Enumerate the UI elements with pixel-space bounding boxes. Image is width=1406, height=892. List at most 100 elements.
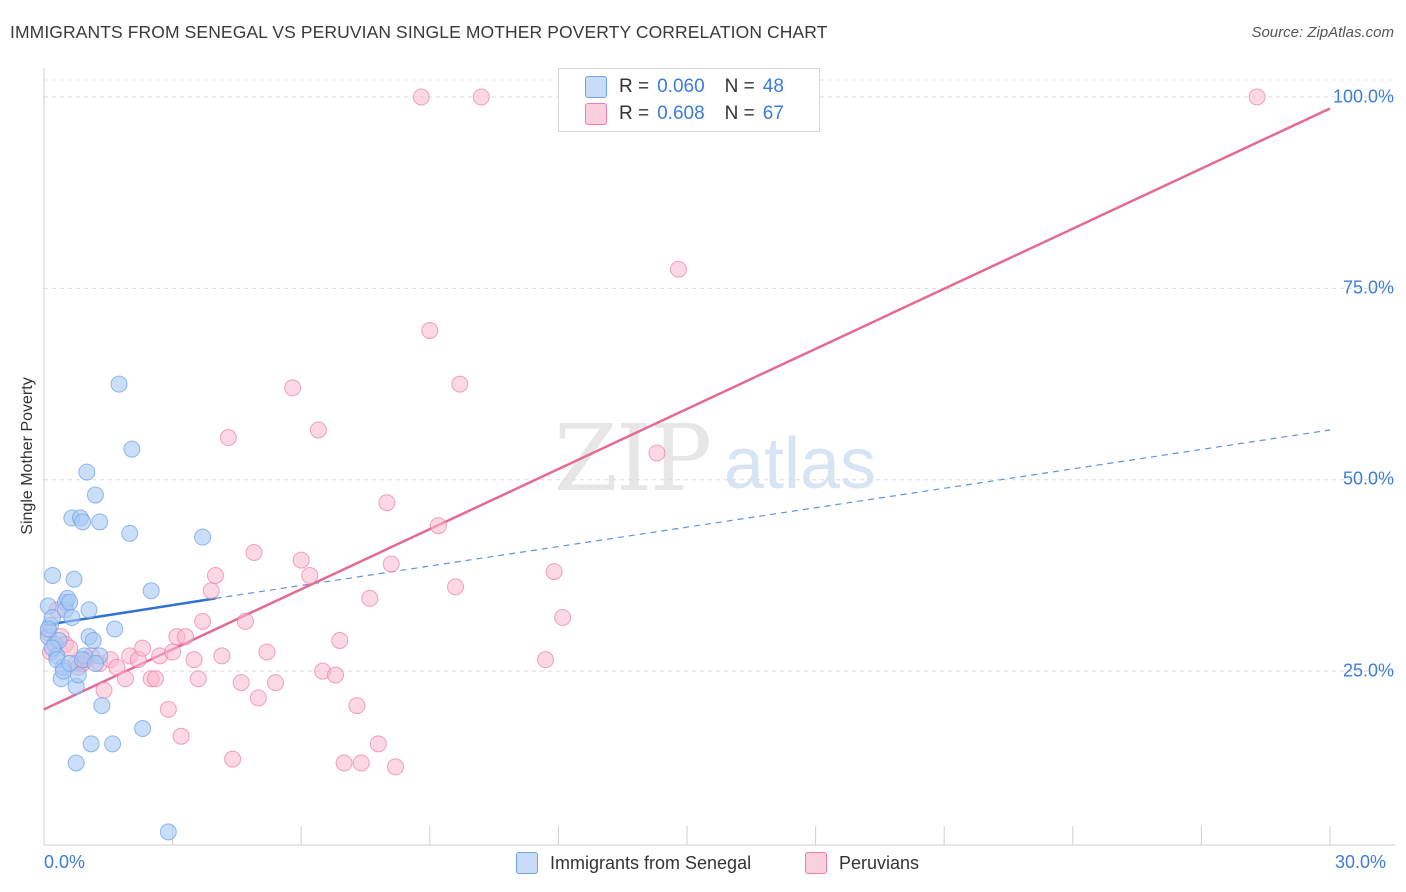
peruvians-point xyxy=(361,589,379,607)
peruvians-point xyxy=(451,375,469,393)
peruvians-point xyxy=(266,674,284,692)
peruvians-point xyxy=(245,543,263,561)
r-value: 0.060 xyxy=(657,76,705,97)
peruvians-point xyxy=(309,421,327,439)
senegal-point xyxy=(142,582,160,600)
peruvians-point xyxy=(206,566,224,584)
source-note: Source: ZipAtlas.com xyxy=(1251,24,1394,41)
senegal-swatch xyxy=(585,76,607,98)
senegal-point xyxy=(84,632,102,650)
peruvians-point xyxy=(447,578,465,596)
senegal-point xyxy=(61,593,79,611)
peruvians-point xyxy=(95,681,113,699)
peruvians-point xyxy=(236,612,254,630)
senegal-point xyxy=(80,601,98,619)
senegal-point xyxy=(86,486,104,504)
senegal-point xyxy=(65,570,83,588)
senegal-point xyxy=(159,823,177,841)
senegal-point xyxy=(106,620,124,638)
peruvians-point xyxy=(369,735,387,753)
r-value: 0.608 xyxy=(657,103,705,124)
watermark: ZIP atlas xyxy=(554,405,876,512)
legend-label-peruvians: Peruvians xyxy=(839,852,920,873)
senegal-point xyxy=(82,735,100,753)
peruvians-point xyxy=(108,658,126,676)
r-label: R = xyxy=(619,76,650,97)
senegal-point xyxy=(134,720,152,738)
peruvians-point xyxy=(301,566,319,584)
stats-legend: R = 0.060 N = 48 R = 0.608 N = 67 xyxy=(558,68,820,132)
peruvians-point xyxy=(194,612,212,630)
peruvians-point xyxy=(537,651,555,669)
peruvians-point xyxy=(352,754,370,772)
peruvians-swatch xyxy=(585,103,607,125)
stats-legend-row-peruvians: R = 0.608 N = 67 xyxy=(585,102,804,126)
stats-legend-row-senegal: R = 0.060 N = 48 xyxy=(585,75,804,99)
senegal-point xyxy=(63,609,81,627)
senegal-swatch xyxy=(516,852,538,874)
senegal-point xyxy=(74,513,92,531)
peruvians-point xyxy=(429,517,447,535)
peruvians-point xyxy=(335,754,353,772)
n-value: 67 xyxy=(762,103,784,124)
y-tick-100: 100.0% xyxy=(1332,86,1394,107)
peruvians-point xyxy=(545,563,563,581)
legend-item-peruvians[interactable]: Peruvians xyxy=(805,852,919,874)
peruvians-point xyxy=(134,639,152,657)
y-tick-25: 25.0% xyxy=(1342,660,1394,681)
y-tick-50: 50.0% xyxy=(1342,468,1394,489)
peruvians-point xyxy=(164,643,182,661)
peruvians-point xyxy=(232,674,250,692)
peruvians-point xyxy=(249,689,267,707)
peruvians-point xyxy=(331,632,349,650)
r-label: R = xyxy=(619,103,650,124)
peruvians-point xyxy=(472,88,490,106)
senegal-point xyxy=(121,524,139,542)
peruvians-point xyxy=(326,666,344,684)
watermark-zip: ZIP xyxy=(554,405,710,512)
peruvians-point xyxy=(348,697,366,715)
senegal-trend-extended xyxy=(215,429,1331,599)
legend-item-senegal[interactable]: Immigrants from Senegal xyxy=(516,852,751,874)
data-points xyxy=(39,88,1266,841)
peruvians-point xyxy=(176,628,194,646)
peruvians-point xyxy=(421,321,439,339)
senegal-point xyxy=(104,735,122,753)
peruvians-point xyxy=(648,444,666,462)
n-label: N = xyxy=(724,76,755,97)
peruvians-point xyxy=(669,260,687,278)
n-label: N = xyxy=(724,103,755,124)
watermark-atlas: atlas xyxy=(724,424,876,504)
y-tick-75: 75.0% xyxy=(1342,277,1394,298)
peruvians-point xyxy=(185,651,203,669)
senegal-point xyxy=(67,754,85,772)
senegal-point xyxy=(91,513,109,531)
senegal-point xyxy=(78,463,96,481)
peruvians-point xyxy=(224,750,242,768)
legend-label-senegal: Immigrants from Senegal xyxy=(550,852,752,873)
peruvians-point xyxy=(172,727,190,745)
peruvians-point xyxy=(146,670,164,688)
peruvians-point xyxy=(382,555,400,573)
axes xyxy=(43,68,1395,846)
x-tick-max: 30.0% xyxy=(1335,852,1387,872)
senegal-point xyxy=(86,654,104,672)
peruvians-point xyxy=(1248,88,1266,106)
senegal-point xyxy=(194,528,212,546)
peruvians-point xyxy=(284,379,302,397)
peruvians-point xyxy=(116,670,134,688)
senegal-point xyxy=(39,620,57,638)
peruvians-point xyxy=(412,88,430,106)
peruvians-point xyxy=(189,670,207,688)
peruvians-point xyxy=(258,643,276,661)
trend-lines xyxy=(43,107,1331,711)
peruvians-point xyxy=(202,582,220,600)
senegal-point xyxy=(123,440,141,458)
peruvians-point xyxy=(292,551,310,569)
x-tick-min: 0.0% xyxy=(44,852,86,872)
peruvians-swatch xyxy=(805,852,827,874)
senegal-point xyxy=(44,566,62,584)
peruvians-point xyxy=(554,609,572,627)
peruvians-point xyxy=(213,647,231,665)
